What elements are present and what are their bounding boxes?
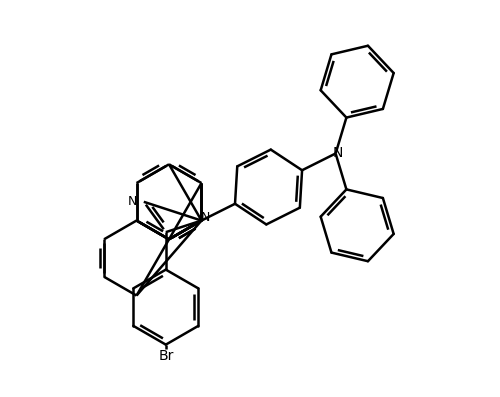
Text: Br: Br xyxy=(158,349,174,362)
Text: N: N xyxy=(128,195,138,208)
Text: N: N xyxy=(200,210,209,224)
Text: N: N xyxy=(332,146,343,160)
